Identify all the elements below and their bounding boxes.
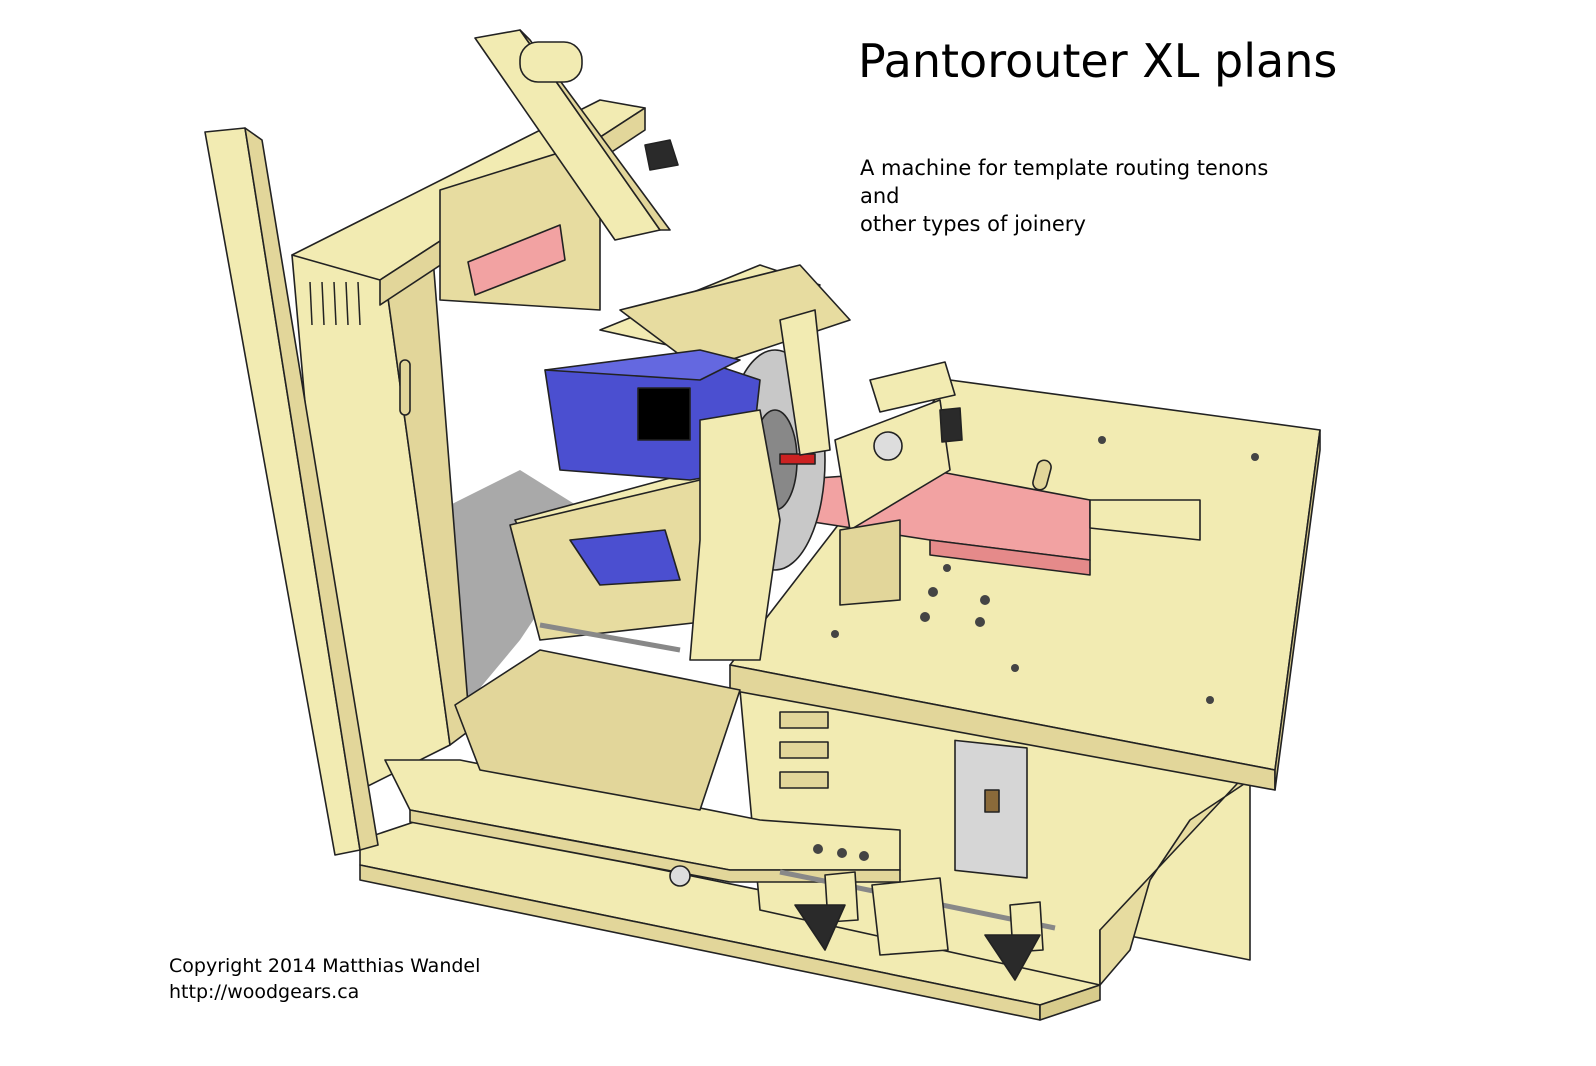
pivot-knob [669,865,691,887]
router-label-window [637,387,691,441]
router-handle [569,529,681,586]
cabinet-slot-2 [779,741,829,759]
router-top [544,349,741,381]
lobe-knob-right [984,934,1041,981]
copyright-text: Copyright 2014 Matthias Wandel [169,955,481,977]
diagram-subtitle: A machine for template routing tenons an… [860,154,1300,238]
clamp-knob-top [873,431,903,461]
stop-block-center [871,877,949,956]
lobe-knob-left [794,904,846,951]
arm-knob [644,139,679,171]
arm-roller [519,41,583,83]
clamp-block [834,399,951,531]
hold-down-bar [869,361,956,413]
cabinet-slot-1 [779,711,829,729]
side-bracket-arm [779,309,831,456]
subtitle-line-2: other types of joinery [860,212,1086,236]
template-strip [1089,499,1201,541]
copyright-block: Copyright 2014 Matthias Wandel http://wo… [169,953,480,1005]
clamp-post [839,519,901,606]
inner-platform [454,649,741,811]
power-switch-toggle [984,789,1000,813]
website-url: http://woodgears.ca [169,981,360,1003]
router-bit [779,453,816,465]
diagram-title: Pantorouter XL plans [858,34,1338,88]
table-side-edge [1274,429,1321,791]
pink-stop-block [467,224,566,296]
base-board-side [1039,984,1101,1021]
guide-rod-lower [539,622,681,653]
tall-pole-side [244,127,379,851]
frame-finger-joints [309,281,361,326]
table-screw-holes [831,436,1259,704]
hold-down-knob [939,407,963,443]
rail-holes [813,844,869,861]
carriage-upper-plate [619,264,851,371]
workpiece-front [929,539,1091,576]
frame-slot [399,359,411,416]
subtitle-line-1: A machine for template routing tenons an… [860,156,1269,208]
side-bracket-right [689,409,781,661]
cabinet-slot-3 [779,771,829,789]
